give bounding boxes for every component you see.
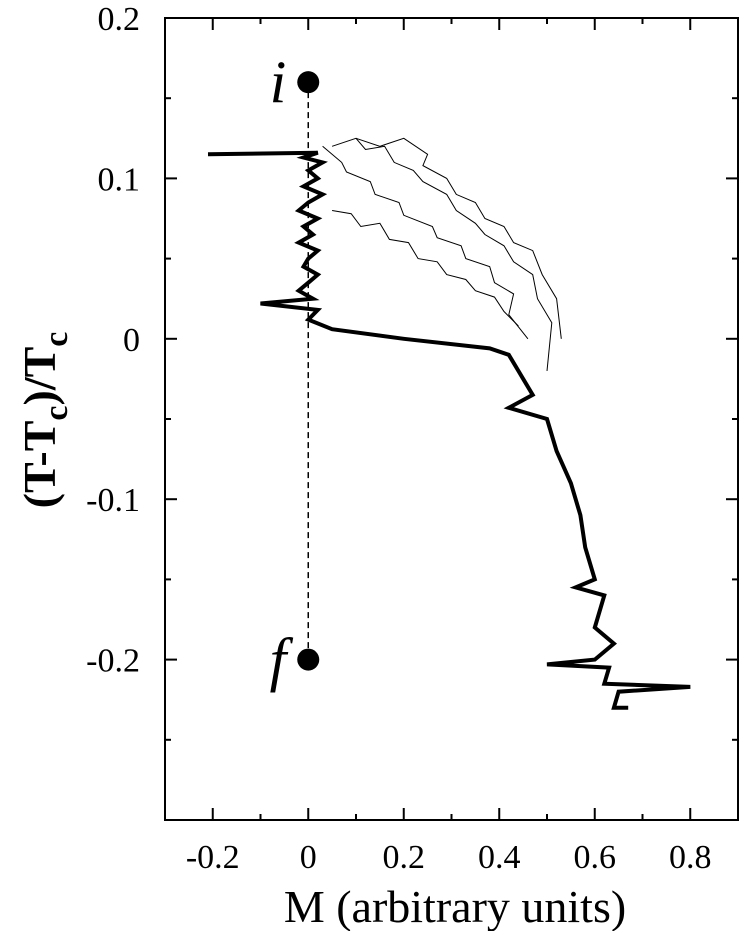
x-tick-label: -0.2 — [186, 839, 240, 876]
y-tick-label: 0 — [123, 322, 140, 359]
data-line — [207, 150, 691, 710]
x-tick-label: 0.6 — [574, 839, 617, 876]
x-tick-label: 0.2 — [383, 839, 426, 876]
annotation-label: f — [270, 627, 294, 693]
x-tick-label: 0 — [300, 839, 317, 876]
x-tick-label: 0.8 — [669, 839, 712, 876]
label-part: )/T — [14, 347, 65, 406]
data-line — [322, 145, 529, 340]
y-tick-label: 0.1 — [98, 161, 141, 198]
annotation-point — [297, 71, 320, 94]
x-axis-title: M (arbitrary units) — [284, 881, 626, 931]
plot-frame — [164, 17, 739, 821]
annotation-point — [297, 648, 320, 671]
label-part: (T-T — [14, 421, 65, 509]
data-line — [332, 210, 519, 327]
y-tick-label: -0.2 — [86, 643, 140, 680]
y-axis-title: (T-Tc)/Tc — [14, 332, 75, 509]
subscript: c — [38, 406, 75, 421]
x-tick-label: 0.4 — [478, 839, 521, 876]
y-tick-label: -0.1 — [86, 482, 140, 519]
data-line — [331, 137, 553, 371]
data-line — [355, 137, 562, 339]
annotation-label: i — [270, 49, 287, 115]
y-tick-label: 0.2 — [98, 1, 141, 38]
subscript: c — [38, 332, 75, 347]
